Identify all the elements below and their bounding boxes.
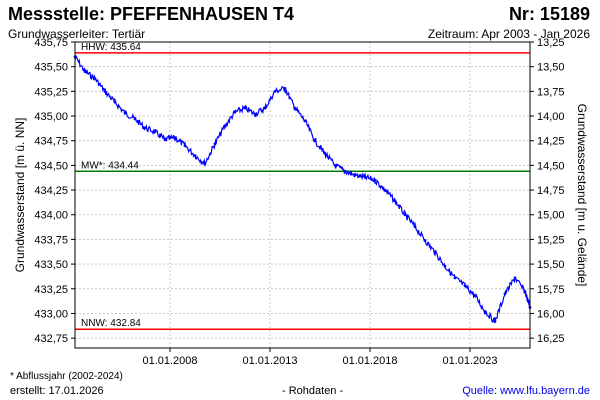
y-tick-label-right: 13,25 xyxy=(537,37,565,49)
y-tick-label-left: 433,00 xyxy=(34,308,68,320)
data-point xyxy=(83,70,87,73)
data-point xyxy=(403,213,407,217)
y-tick-label-right: 13,50 xyxy=(537,62,565,74)
data-point xyxy=(493,319,497,323)
data-point xyxy=(193,154,197,157)
raw-data-note: - Rohdaten - xyxy=(282,385,344,397)
data-point xyxy=(243,106,247,110)
y-tick-label-left: 435,75 xyxy=(34,37,68,49)
aquifer-label: Grundwasserleiter: Tertiär xyxy=(8,27,146,41)
data-point xyxy=(393,199,397,203)
y-tick-label-left: 434,00 xyxy=(34,210,68,222)
chart-title: Messstelle: PFEFFENHAUSEN T4 xyxy=(8,4,295,24)
data-point xyxy=(343,169,347,173)
y-tick-label-left: 433,50 xyxy=(34,259,68,271)
y-tick-label-right: 15,75 xyxy=(537,284,565,296)
data-point xyxy=(473,294,477,298)
reference-lines: HHW: 435.64 MW*: 434.44 NNW: 432.84 xyxy=(75,42,530,330)
data-point xyxy=(263,106,267,110)
footnote: * Abflussjahr (2002-2024) xyxy=(10,371,123,382)
x-tick-label: 01.01.2013 xyxy=(242,355,297,367)
data-point xyxy=(333,164,337,167)
y-tick-label-right: 16,00 xyxy=(537,308,565,320)
y-axis-label-left: Grundwasserstand [m ü. NN] xyxy=(13,118,27,273)
data-point xyxy=(323,152,327,155)
y-tick-label-right: 15,00 xyxy=(537,210,565,222)
series-layer xyxy=(73,55,532,324)
data-point xyxy=(113,100,117,104)
data-point xyxy=(503,292,507,296)
y-tick-label-left: 435,25 xyxy=(34,86,68,98)
reference-line-label: MW*: 434.44 xyxy=(81,160,139,171)
data-point xyxy=(253,112,257,116)
y-tick-label-right: 14,00 xyxy=(537,111,565,123)
data-point xyxy=(283,87,287,90)
data-point xyxy=(203,162,207,165)
reference-line-label: NNW: 432.84 xyxy=(81,318,141,329)
axes: 432,75 16,25 433,00 16,00 433,25 15,75 433,50 1… xyxy=(34,37,564,367)
data-point xyxy=(373,178,377,182)
data-point xyxy=(353,173,357,177)
x-tick-label: 01.01.2018 xyxy=(342,355,397,367)
data-point xyxy=(363,175,367,179)
data-point xyxy=(423,239,427,242)
period-label: Zeitraum: Apr 2003 - Jan 2026 xyxy=(427,27,590,41)
data-point xyxy=(213,142,217,146)
data-point xyxy=(143,126,147,130)
data-point xyxy=(313,139,317,143)
y-tick-label-right: 13,75 xyxy=(537,86,565,98)
grid-lines xyxy=(75,41,530,348)
data-point xyxy=(453,276,457,280)
reference-line-label: HHW: 435.64 xyxy=(81,42,141,53)
data-point xyxy=(183,144,187,148)
data-point xyxy=(443,264,447,268)
y-tick-label-left: 434,75 xyxy=(34,136,68,148)
data-point xyxy=(523,290,527,294)
data-point xyxy=(173,136,177,140)
x-tick-label: 01.01.2008 xyxy=(142,355,197,367)
y-tick-label-left: 434,25 xyxy=(34,185,68,197)
data-point xyxy=(133,117,137,121)
data-point xyxy=(293,106,297,110)
y-tick-label-left: 435,50 xyxy=(34,62,68,74)
station-number: Nr: 15189 xyxy=(508,4,590,24)
y-axis-label-right: Grundwasserstand [m u. Gelände] xyxy=(575,104,589,287)
y-tick-label-left: 435,00 xyxy=(34,111,68,123)
data-point xyxy=(223,124,227,128)
plot-area xyxy=(75,42,530,348)
data-point xyxy=(123,111,127,115)
data-point xyxy=(153,130,157,134)
y-tick-label-left: 433,75 xyxy=(34,234,68,246)
y-tick-label-left: 434,50 xyxy=(34,160,68,172)
data-point xyxy=(463,284,467,288)
y-tick-label-right: 14,50 xyxy=(537,160,565,172)
y-tick-label-right: 15,50 xyxy=(537,259,565,271)
data-point xyxy=(383,188,387,192)
data-point xyxy=(513,276,517,280)
created-date: erstellt: 17.01.2026 xyxy=(10,385,104,397)
data-point xyxy=(483,310,487,313)
data-point xyxy=(103,90,107,93)
source-link[interactable]: Quelle: www.lfu.bayern.de xyxy=(462,385,590,397)
data-point xyxy=(303,119,307,123)
plot-frame xyxy=(74,41,531,349)
data-point xyxy=(433,250,437,254)
data-point xyxy=(273,90,277,93)
y-tick-label-right: 14,75 xyxy=(537,185,565,197)
data-point xyxy=(163,138,167,142)
data-point xyxy=(233,110,237,114)
data-point xyxy=(413,225,417,229)
data-point xyxy=(93,77,97,80)
x-tick-label: 01.01.2023 xyxy=(442,355,497,367)
y-tick-label-left: 432,75 xyxy=(34,333,68,345)
y-tick-label-right: 14,25 xyxy=(537,136,565,148)
y-tick-label-right: 15,25 xyxy=(537,234,565,246)
y-tick-label-left: 433,25 xyxy=(34,284,68,296)
y-tick-label-right: 16,25 xyxy=(537,333,565,345)
